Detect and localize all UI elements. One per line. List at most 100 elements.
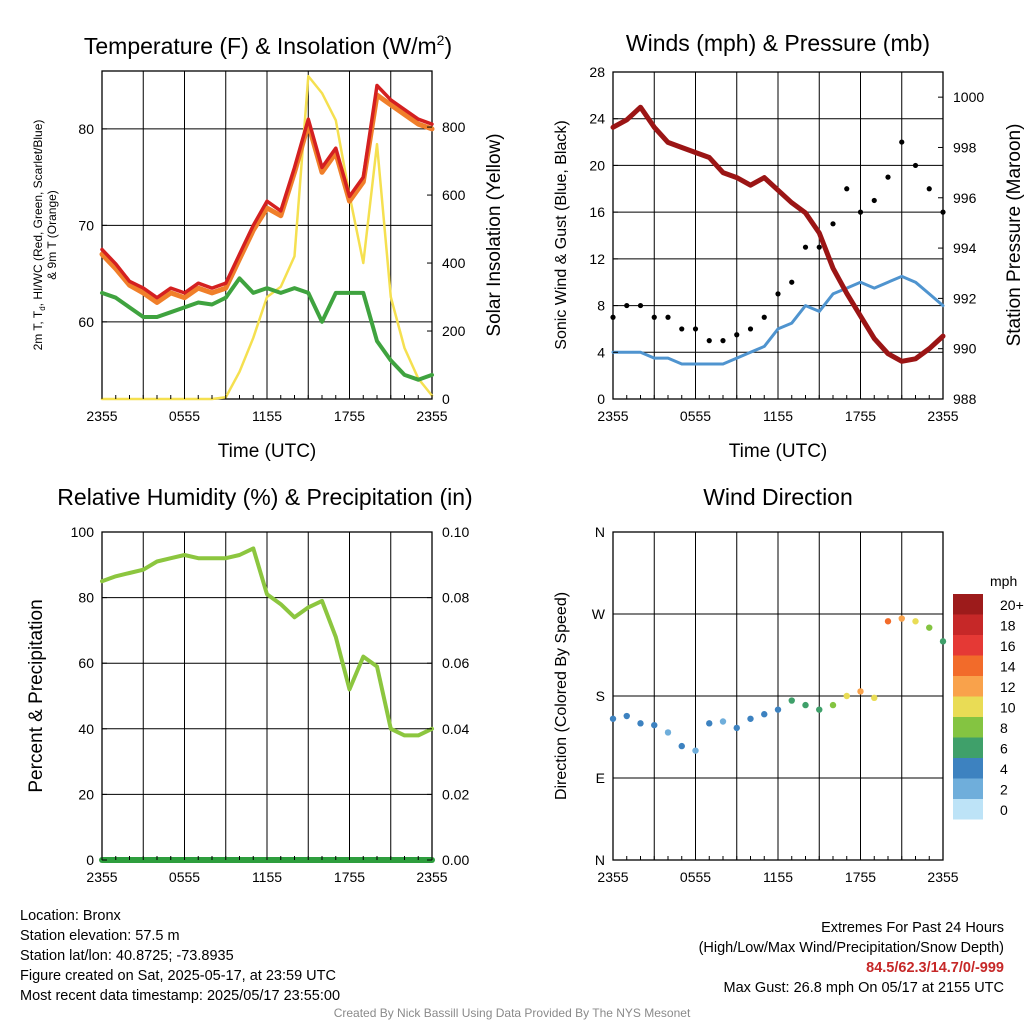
- colorbar-label: 12: [1000, 679, 1016, 695]
- y-right-tick-label: 994: [953, 240, 977, 256]
- y-tick-label: S: [596, 688, 605, 704]
- wind-direction-point: [706, 720, 713, 727]
- winds-panel-title: Winds (mph) & Pressure (mb): [626, 30, 930, 56]
- colorbar-swatch: [953, 717, 983, 738]
- y-right-tick-label: 992: [953, 290, 977, 306]
- dewpoint-line: [100, 276, 434, 382]
- wind-direction-point: [884, 618, 892, 625]
- wind-gust-point: [679, 326, 685, 332]
- x-tick-label: 0555: [680, 869, 711, 885]
- y-tick-label: 60: [78, 314, 94, 330]
- colorbar-swatch: [953, 758, 983, 779]
- y-tick-label: 20: [78, 786, 94, 802]
- temperature-x-axis-label: Time (UTC): [218, 441, 317, 462]
- wind-direction-point: [678, 742, 685, 750]
- colorbar-label: 16: [1000, 638, 1016, 654]
- sonic-wind-line: [611, 274, 945, 366]
- y-tick-label: 8: [597, 298, 605, 314]
- humidity-panel-title: Relative Humidity (%) & Precipitation (i…: [57, 484, 472, 510]
- location-text: Location: Bronx: [20, 908, 121, 924]
- max-gust-text: Max Gust: 26.8 mph On 05/17 at 2155 UTC: [723, 980, 1004, 996]
- wind-gust-point: [940, 209, 946, 215]
- x-tick-label: 1155: [763, 869, 793, 885]
- temperature-y-axis-label-line2: & 9m T (Orange): [45, 190, 59, 280]
- wind-gust-point: [844, 186, 850, 192]
- x-tick-label: 1155: [252, 408, 282, 424]
- y-right-tick-label: 0.04: [442, 721, 469, 737]
- wind-direction-point: [664, 729, 672, 736]
- y-tick-label: 60: [78, 655, 94, 671]
- wind-direction-point: [843, 692, 850, 700]
- winds-ticks: 0 4 8 12 16 20 24 28 988 990 992 994 996 998 1000 2355 0…: [589, 64, 984, 424]
- recent-data-text: Most recent data timestamp: 2025/05/17 2…: [20, 988, 341, 1004]
- colorbar-label: 10: [1000, 700, 1016, 716]
- wind-gust-point: [706, 338, 712, 344]
- wind-gust-point: [830, 221, 836, 227]
- y-tick-label: 0: [597, 391, 605, 407]
- wind-direction-point: [623, 712, 630, 720]
- humidity-grid: [102, 532, 432, 860]
- colorbar-label: 4: [1000, 761, 1008, 777]
- extremes-title: Extremes For Past 24 Hours: [821, 920, 1004, 936]
- y-tick-label: 40: [78, 721, 94, 737]
- colorbar-swatch: [953, 635, 983, 656]
- wind-gust-point: [899, 139, 905, 145]
- x-tick-label: 2355: [597, 408, 628, 424]
- wind-gust-point: [734, 332, 740, 338]
- humidity-panel: Relative Humidity (%) & Precipitation (i…: [26, 484, 473, 885]
- wind-gust-point: [789, 279, 795, 285]
- winds-series: [610, 104, 946, 366]
- wind-direction-point: [816, 706, 823, 713]
- y-right-tick-label: 600: [442, 187, 466, 203]
- y-tick-label: 20: [589, 157, 605, 173]
- y-right-tick-label: 0.06: [442, 655, 469, 671]
- wind-direction-point: [733, 724, 740, 732]
- wind-direction-point: [609, 715, 617, 722]
- colorbar-swatch: [953, 614, 983, 635]
- wind-direction-point: [857, 688, 864, 695]
- wind-gust-point: [871, 197, 877, 204]
- wind-direction-point: [774, 706, 782, 713]
- y-right-tick-label: 0.10: [442, 524, 469, 540]
- x-tick-label: 0555: [169, 869, 200, 885]
- wind-gust-point: [692, 326, 699, 332]
- wind-direction-point: [747, 715, 754, 722]
- colorbar-swatch: [953, 594, 983, 615]
- x-tick-label: 2355: [927, 408, 958, 424]
- wind-gust-point: [885, 174, 891, 180]
- y-right-tick-label: 988: [953, 391, 977, 407]
- wind-gust-point: [747, 326, 754, 332]
- x-tick-label: 2355: [597, 869, 628, 885]
- x-tick-label: 1155: [252, 869, 282, 885]
- wind-gust-point: [610, 314, 616, 320]
- wind-direction-point: [898, 615, 905, 622]
- colorbar-swatch: [953, 676, 983, 697]
- x-tick-label: 1755: [334, 408, 365, 424]
- wind-direction-point: [926, 624, 933, 631]
- temperature-panel: Temperature (F) & Insolation (W/m2) 60 70…: [31, 32, 505, 462]
- y-tick-label: 80: [78, 121, 94, 137]
- x-tick-label: 0555: [680, 408, 711, 424]
- wind-gust-point: [912, 162, 919, 169]
- wind-direction-point: [912, 618, 919, 625]
- colorbar-label: 0: [1000, 802, 1008, 818]
- colorbar-swatch: [953, 737, 983, 758]
- y-right-tick-label: 800: [442, 119, 466, 135]
- y-tick-label: 0: [86, 852, 94, 868]
- y-tick-label: 24: [589, 111, 605, 127]
- wind-gust-point: [761, 314, 767, 320]
- created-text: Figure created on Sat, 2025-05-17, at 23…: [20, 968, 336, 984]
- humidity-ticks: 0 20 40 60 80 100 0.00 0.02 0.04 0.06 0.08 0.10 2355…: [71, 524, 470, 885]
- x-tick-label: 2355: [86, 869, 117, 885]
- colorbar-label: 20+: [1000, 597, 1024, 613]
- wind-direction-series: [609, 615, 947, 754]
- temperature-line: [100, 83, 434, 300]
- extremes-info: Extremes For Past 24 Hours (High/Low/Max…: [699, 918, 1004, 998]
- y-right-tick-label: 200: [442, 323, 466, 339]
- wind-gust-point: [651, 314, 657, 320]
- wind-direction-point: [871, 694, 878, 702]
- wind-direction-point: [829, 701, 837, 709]
